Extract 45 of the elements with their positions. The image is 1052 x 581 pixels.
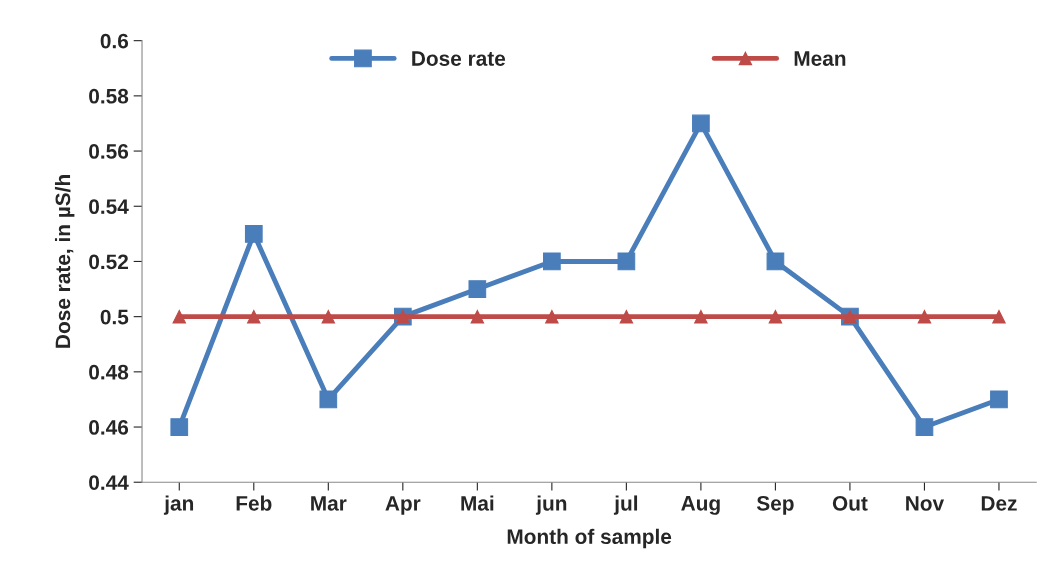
- point: [990, 390, 1008, 409]
- x-tick-label: Aug: [681, 496, 720, 515]
- x-tick-label: Dez: [981, 496, 1017, 511]
- y-tick-label: 0.56: [89, 144, 129, 159]
- point: [543, 252, 561, 271]
- point: [170, 418, 189, 436]
- point: [992, 309, 1006, 324]
- point: [692, 114, 710, 133]
- point: [768, 309, 783, 324]
- y-tick-label: 0.44: [89, 475, 129, 490]
- x-tick-label: Feb: [236, 495, 272, 511]
- x-tick-label: jul: [613, 495, 638, 515]
- x-axis-title: Month of sample: [507, 528, 672, 549]
- y-tick-label: 0.58: [89, 88, 129, 104]
- x-tick-label: Mar: [311, 496, 347, 511]
- y-tick-label: 0.54: [89, 199, 129, 215]
- legend-label: Mean: [794, 51, 846, 66]
- point: [319, 390, 338, 409]
- y-tick-label: 0.6: [100, 33, 129, 49]
- point: [172, 309, 187, 324]
- y-tick-label: 0.46: [89, 420, 129, 435]
- x-tick-label: jun: [535, 495, 567, 515]
- point: [321, 309, 336, 324]
- x-tick-label: Apr: [385, 496, 421, 515]
- y-tick-label: 0.48: [89, 364, 129, 380]
- point: [617, 252, 636, 271]
- point: [694, 309, 708, 324]
- x-tick-label: jan: [163, 495, 194, 515]
- x-tick-label: Mai: [461, 495, 494, 511]
- x-tick-label: Out: [832, 495, 868, 511]
- x-tick-label: Sep: [756, 495, 794, 515]
- legend-label: Dose rate: [412, 51, 506, 66]
- point: [619, 309, 634, 324]
- point: [468, 280, 487, 298]
- y-tick-label: 0.5: [100, 309, 129, 325]
- y-axis-title: Dose rate, in µS/h: [54, 175, 75, 348]
- point: [545, 309, 559, 324]
- point: [244, 225, 263, 243]
- x-tick-label: Nov: [906, 496, 945, 511]
- point: [247, 309, 261, 324]
- point: [470, 309, 485, 324]
- y-tick-label: 0.52: [89, 254, 128, 270]
- point: [915, 418, 934, 436]
- point: [766, 252, 785, 271]
- point: [917, 309, 932, 324]
